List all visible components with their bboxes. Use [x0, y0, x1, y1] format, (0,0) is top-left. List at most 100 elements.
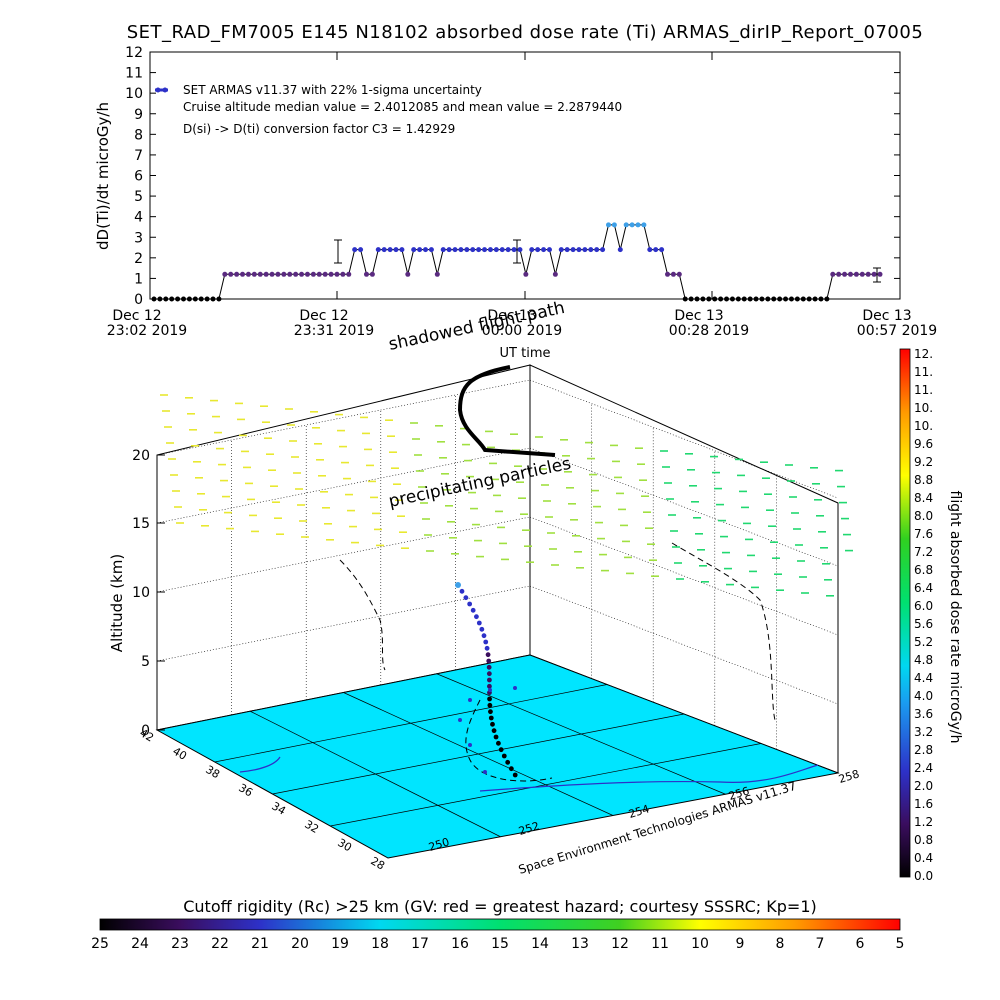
wall-gridline [529, 447, 839, 567]
x-tick-date: Dec 13 [674, 308, 723, 324]
data-point [694, 296, 700, 302]
data-point [505, 247, 511, 253]
y-tick-label: 9 [134, 107, 143, 123]
flight-point [467, 601, 473, 607]
data-point [794, 296, 800, 302]
rc-colorbar-tick-label: 17 [411, 936, 429, 952]
data-point [611, 222, 617, 228]
latitude-tick-label: 42 [137, 726, 156, 744]
data-point [818, 296, 824, 302]
data-point [847, 271, 853, 277]
data-point [316, 271, 322, 277]
flight-point [487, 683, 492, 689]
dose-colorbar-tick-label: 2.0 [914, 779, 933, 793]
y-tick-label: 3 [134, 230, 143, 246]
data-point [635, 222, 641, 228]
data-point [198, 296, 204, 302]
dose-colorbar: 0.0 0.4 0.8 1.2 1.6 2.0 2.4 2.8 3.2 3.6 4.0 4.4 4.8 5… [899, 347, 963, 883]
data-point [240, 271, 246, 277]
dose-colorbar-tick-label: 1.2 [914, 815, 933, 829]
data-point [275, 271, 281, 277]
right-back-wall [529, 364, 839, 774]
rc-colorbar-tick-label: 22 [211, 936, 229, 952]
ground-flight-point [513, 686, 517, 690]
data-point [181, 296, 187, 302]
data-point [399, 247, 405, 253]
data-point [771, 296, 777, 302]
dose-colorbar-tick-label: 3.2 [914, 725, 933, 739]
data-point [428, 247, 434, 253]
data-point [806, 296, 812, 302]
x-tick-date: Dec 12 [112, 308, 161, 324]
legend: SET ARMAS v11.37 with 22% 1-sigma uncert… [155, 83, 482, 97]
data-point [824, 296, 830, 302]
flight-point [505, 759, 511, 765]
flight-point [459, 588, 465, 594]
ground-gridline [272, 713, 685, 795]
altitude-tick-label: 15 [132, 516, 150, 532]
data-point [470, 247, 476, 253]
x-tick-date: Dec 12 [299, 308, 348, 324]
data-point [393, 247, 399, 253]
data-point [877, 271, 883, 277]
flight-point [486, 658, 492, 664]
rc-colorbar-tick-label: 24 [131, 936, 149, 952]
data-point [641, 222, 647, 228]
flight-point [488, 709, 493, 715]
longitude-axis-ticks: 250 252 254 256 258 [427, 767, 861, 854]
data-point [216, 296, 222, 302]
left-back-wall [156, 364, 531, 731]
latitude-tick-label: 40 [170, 745, 189, 763]
x-tick-date: Dec 13 [862, 308, 911, 324]
dose-colorbar-tick-label: 7.6 [914, 527, 933, 541]
rc-colorbar-tick-label: 13 [571, 936, 589, 952]
shadow-projections [339, 542, 776, 782]
data-point [600, 247, 606, 253]
data-point [617, 247, 623, 253]
data-point [558, 247, 564, 253]
flight-point [508, 766, 514, 772]
data-point [753, 296, 759, 302]
flight-point [488, 715, 494, 721]
longitude-tick-label: 250 [427, 835, 451, 854]
precipitating-particles [160, 394, 853, 597]
latitude-tick-label: 30 [335, 836, 354, 854]
altitude-tick-label: 5 [141, 654, 150, 670]
dose-colorbar-tick-label: 0.0 [914, 869, 933, 883]
data-point [647, 247, 653, 253]
flight-point [487, 702, 493, 708]
wall-gridline [156, 379, 531, 456]
data-point [222, 271, 228, 277]
latitude-tick-label: 28 [368, 854, 387, 872]
data-point [783, 296, 789, 302]
data-point [741, 296, 747, 302]
top-y-axis-label: dD(Ti)/dt microGy/h [94, 102, 112, 250]
data-point [523, 271, 529, 277]
data-point [458, 247, 464, 253]
x-tick-time: 00:00 2019 [482, 323, 562, 339]
longitude-tick-label: 252 [517, 819, 541, 838]
dose-colorbar-tick-label: 6.8 [914, 563, 933, 577]
data-point [269, 271, 275, 277]
back-walls [156, 364, 839, 774]
data-point [765, 296, 771, 302]
data-point [251, 271, 257, 277]
rc-colorbar-tick-label: 18 [371, 936, 389, 952]
data-point [310, 271, 316, 277]
flight-point [490, 721, 495, 727]
shadow-on-right-wall [671, 542, 776, 721]
data-point [499, 247, 505, 253]
dose-colorbar-tick-label: 9.6 [914, 437, 933, 451]
data-point [293, 271, 299, 277]
cruise-altitude-annotation: Cruise altitude median value = 2.4012085… [183, 100, 622, 114]
data-point [576, 247, 582, 253]
rc-colorbar-tick-label: 25 [91, 936, 109, 952]
data-point [405, 271, 411, 277]
data-point [157, 296, 163, 302]
flight-point [455, 582, 461, 588]
altitude-tick-label: 20 [132, 448, 150, 464]
data-point [287, 271, 293, 277]
